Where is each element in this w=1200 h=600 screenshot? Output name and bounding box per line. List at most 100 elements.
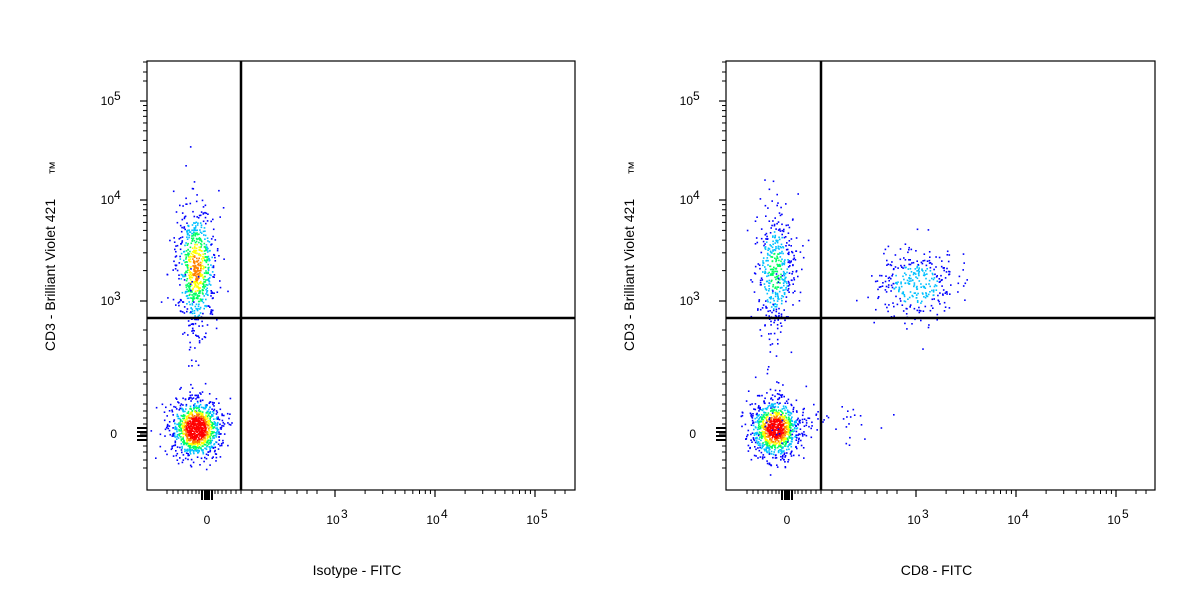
event-dot xyxy=(197,444,199,446)
event-dot xyxy=(211,432,214,435)
event-dot xyxy=(779,419,782,422)
event-dot xyxy=(209,440,212,442)
event-dot xyxy=(923,259,926,262)
event-dot xyxy=(188,446,191,449)
event-dot xyxy=(178,426,181,428)
event-dot xyxy=(192,210,194,213)
event-dot xyxy=(190,307,192,309)
event-dot xyxy=(198,427,201,429)
event-dot xyxy=(781,447,784,450)
event-dot xyxy=(197,278,199,281)
event-dot xyxy=(215,460,217,462)
event-dot xyxy=(206,249,208,251)
event-dot xyxy=(189,278,192,281)
event-dot xyxy=(741,411,744,414)
event-dot xyxy=(794,290,796,292)
event-dot xyxy=(758,438,761,440)
event-dot xyxy=(202,443,205,445)
event-dot xyxy=(760,451,763,454)
event-dot xyxy=(195,434,197,437)
event-dot xyxy=(206,259,209,262)
event-dot xyxy=(910,280,912,282)
event-dot xyxy=(205,272,208,274)
event-dot xyxy=(209,411,212,413)
event-dot xyxy=(766,445,768,447)
event-dot xyxy=(193,430,195,433)
event-dot xyxy=(209,406,211,409)
event-dot xyxy=(774,431,777,434)
event-dot xyxy=(193,452,195,455)
event-dot xyxy=(826,415,828,417)
event-dot xyxy=(885,291,888,293)
event-dot xyxy=(764,288,767,290)
event-dot xyxy=(186,448,189,451)
event-dot xyxy=(885,275,887,277)
event-dot xyxy=(786,448,788,451)
event-dot xyxy=(946,293,948,295)
event-dot xyxy=(753,291,756,293)
event-dot xyxy=(800,444,803,447)
event-dot xyxy=(764,204,767,207)
event-dot xyxy=(777,424,779,427)
event-dot xyxy=(186,266,189,269)
event-dot xyxy=(745,438,747,440)
event-dot xyxy=(771,427,773,429)
event-dot xyxy=(767,300,769,303)
event-dot xyxy=(778,443,781,446)
event-dot xyxy=(767,424,770,427)
event-dot xyxy=(205,422,207,425)
event-dot xyxy=(780,409,782,412)
event-dot xyxy=(199,308,201,310)
event-dot xyxy=(782,230,785,233)
event-dot xyxy=(212,276,214,278)
event-dot xyxy=(774,429,777,431)
event-dot xyxy=(206,433,209,435)
event-dot xyxy=(874,280,877,283)
event-dot xyxy=(784,422,787,424)
event-dot xyxy=(181,430,184,432)
event-dot xyxy=(215,398,218,400)
data-points xyxy=(150,146,233,471)
event-dot xyxy=(885,285,888,288)
event-dot xyxy=(204,447,207,450)
event-dot xyxy=(205,283,207,286)
event-dot xyxy=(204,426,207,429)
event-dot xyxy=(879,286,882,288)
event-dot xyxy=(214,239,217,241)
event-dot xyxy=(196,233,199,236)
event-dot xyxy=(789,432,791,434)
event-dot xyxy=(202,301,205,304)
event-dot xyxy=(204,405,207,407)
event-dot xyxy=(771,408,774,410)
event-dot xyxy=(198,417,200,420)
event-dot xyxy=(180,432,183,435)
event-dot xyxy=(765,300,767,302)
event-dot xyxy=(191,394,193,396)
event-dot xyxy=(750,415,752,417)
event-dot xyxy=(883,252,885,255)
event-dot xyxy=(764,247,766,249)
event-dot xyxy=(203,421,205,423)
event-dot xyxy=(763,400,765,403)
event-dot xyxy=(175,304,177,306)
event-dot xyxy=(202,427,205,429)
event-dot xyxy=(903,300,906,302)
event-dot xyxy=(764,438,767,441)
event-dot xyxy=(192,397,195,399)
event-dot xyxy=(188,231,191,233)
event-dot xyxy=(796,419,799,421)
event-dot xyxy=(191,429,193,431)
event-dot xyxy=(193,301,195,303)
event-dot xyxy=(758,418,760,420)
event-dot xyxy=(201,428,204,430)
event-dot xyxy=(179,224,182,227)
event-dot xyxy=(174,440,177,443)
event-dot xyxy=(871,275,873,277)
event-dot xyxy=(202,256,204,258)
event-dot xyxy=(204,275,206,278)
event-dot xyxy=(212,411,214,413)
event-dot xyxy=(886,259,888,262)
event-dot xyxy=(896,283,898,285)
event-dot xyxy=(759,281,762,284)
event-dot xyxy=(773,451,775,453)
